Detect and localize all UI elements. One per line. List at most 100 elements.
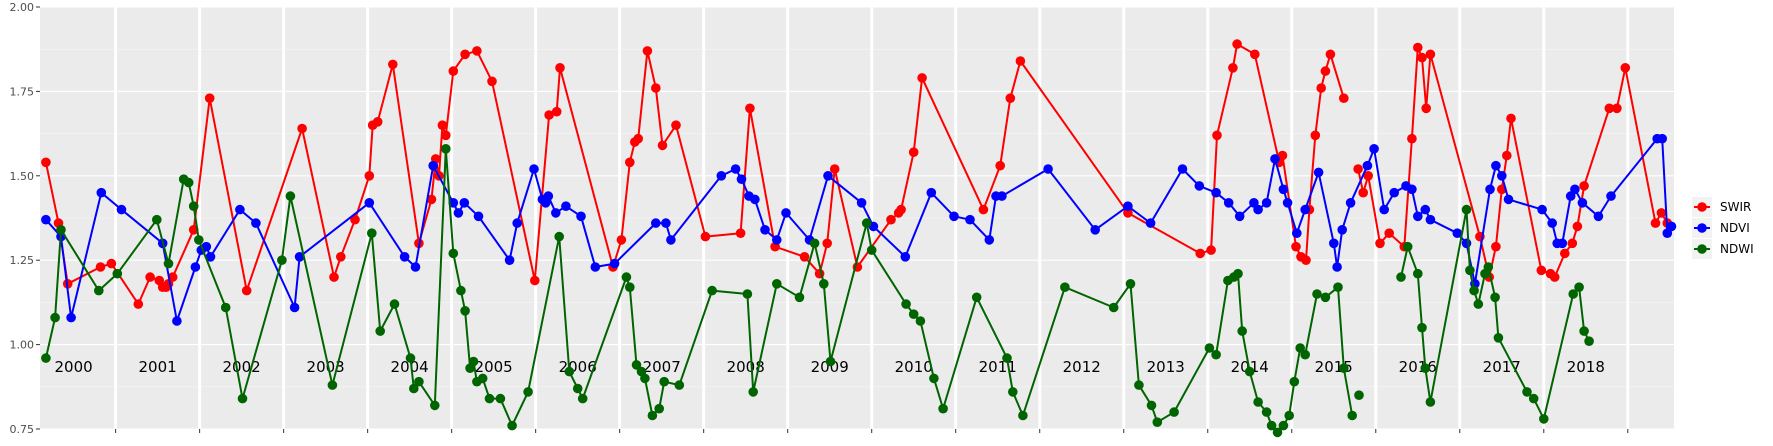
data-point bbox=[666, 235, 676, 245]
data-point bbox=[350, 214, 360, 225]
data-point bbox=[1169, 407, 1179, 417]
data-point bbox=[1278, 420, 1289, 431]
data-point bbox=[1506, 113, 1516, 124]
data-point bbox=[1547, 218, 1557, 228]
year-label: 2009 bbox=[811, 358, 849, 376]
data-point bbox=[1253, 204, 1263, 215]
year-label: 2017 bbox=[1483, 358, 1521, 376]
data-point bbox=[414, 376, 424, 387]
data-point bbox=[651, 83, 661, 93]
year-label: 2013 bbox=[1147, 358, 1185, 376]
data-point bbox=[448, 198, 459, 208]
data-point bbox=[241, 285, 252, 296]
year-label: 2004 bbox=[391, 358, 429, 376]
data-point bbox=[555, 63, 565, 73]
data-point bbox=[112, 268, 123, 279]
data-point bbox=[1384, 228, 1394, 238]
year-label: 2002 bbox=[223, 358, 261, 376]
data-point bbox=[1490, 292, 1500, 303]
data-point bbox=[1325, 49, 1336, 60]
data-point bbox=[674, 380, 685, 390]
data-point bbox=[1363, 171, 1373, 181]
data-point bbox=[1560, 248, 1570, 259]
data-point bbox=[1473, 299, 1484, 309]
data-point bbox=[94, 285, 104, 296]
data-point bbox=[926, 187, 937, 198]
data-point bbox=[285, 191, 296, 201]
data-point bbox=[1413, 268, 1423, 279]
data-point bbox=[66, 312, 76, 323]
data-point bbox=[819, 279, 829, 289]
data-point bbox=[1413, 42, 1423, 53]
data-point bbox=[1502, 150, 1512, 161]
data-point bbox=[468, 356, 479, 367]
data-point bbox=[172, 316, 182, 326]
data-point bbox=[621, 272, 632, 282]
series-swir bbox=[41, 39, 1673, 309]
data-point bbox=[190, 262, 201, 272]
data-point bbox=[1407, 133, 1417, 144]
data-point bbox=[1204, 343, 1215, 353]
data-point bbox=[1320, 66, 1331, 76]
data-point bbox=[145, 272, 155, 282]
data-point bbox=[460, 306, 470, 316]
data-point bbox=[512, 218, 522, 228]
data-point bbox=[659, 376, 669, 387]
data-point bbox=[661, 218, 671, 228]
data-point bbox=[448, 66, 459, 76]
data-point bbox=[1211, 187, 1221, 198]
data-point bbox=[364, 198, 375, 208]
data-point bbox=[730, 164, 741, 174]
data-point bbox=[1291, 241, 1301, 252]
data-point bbox=[1233, 268, 1243, 279]
year-label: 2000 bbox=[55, 358, 93, 376]
data-point bbox=[1620, 63, 1631, 73]
data-point bbox=[1577, 198, 1588, 208]
series-layer bbox=[41, 39, 1677, 438]
data-point bbox=[163, 258, 174, 269]
legend-marker bbox=[1697, 223, 1707, 233]
data-point bbox=[1232, 39, 1242, 49]
data-point bbox=[220, 302, 231, 313]
data-point bbox=[631, 360, 642, 370]
data-point bbox=[1425, 49, 1436, 60]
data-point bbox=[772, 235, 782, 245]
data-point bbox=[1606, 191, 1616, 201]
data-point bbox=[1277, 150, 1288, 161]
data-point bbox=[1452, 228, 1463, 238]
data-point bbox=[1339, 363, 1349, 374]
data-point bbox=[908, 309, 919, 320]
data-point bbox=[459, 198, 470, 208]
legend-marker bbox=[1697, 202, 1707, 212]
data-point bbox=[551, 106, 562, 117]
series-ndwi bbox=[41, 144, 1594, 438]
year-label: 2005 bbox=[475, 358, 513, 376]
data-point bbox=[971, 292, 982, 303]
data-point bbox=[205, 251, 216, 262]
data-point bbox=[188, 201, 199, 211]
data-point bbox=[625, 157, 635, 168]
data-point bbox=[735, 228, 746, 238]
data-point bbox=[1333, 282, 1343, 293]
data-point bbox=[1369, 144, 1379, 154]
data-point bbox=[1491, 160, 1501, 171]
data-point bbox=[1421, 103, 1431, 114]
data-point bbox=[367, 228, 377, 238]
y-tick-label: 1.25 bbox=[10, 254, 35, 267]
data-point bbox=[1301, 255, 1311, 265]
data-point bbox=[1145, 218, 1156, 228]
data-point bbox=[375, 326, 386, 336]
data-point bbox=[504, 255, 515, 265]
data-point bbox=[1584, 336, 1594, 347]
data-point bbox=[507, 420, 517, 431]
data-point bbox=[799, 251, 810, 262]
data-point bbox=[1497, 171, 1507, 181]
data-point bbox=[965, 214, 975, 225]
data-point bbox=[1015, 56, 1026, 66]
data-point bbox=[1108, 302, 1119, 313]
data-point bbox=[1313, 167, 1324, 178]
year-label: 2011 bbox=[979, 358, 1017, 376]
data-point bbox=[1018, 410, 1028, 421]
data-point bbox=[495, 393, 506, 404]
data-point bbox=[50, 312, 60, 323]
